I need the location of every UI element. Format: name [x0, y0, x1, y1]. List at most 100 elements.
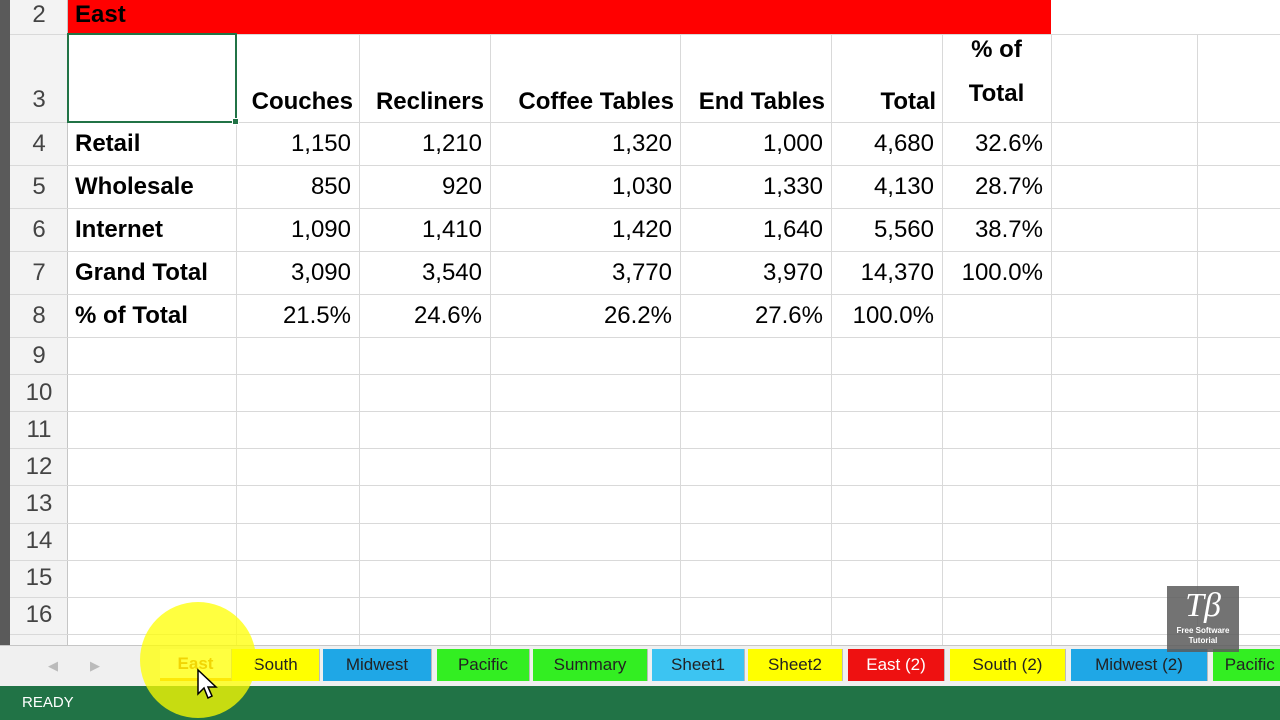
row-number: 7 [32, 258, 46, 286]
column-gridline [1197, 34, 1198, 645]
value-cell: 32.6% [974, 129, 1043, 157]
row-label-cell: % of Total [75, 301, 188, 329]
row-number: 16 [25, 601, 53, 629]
row-gridline [10, 294, 1280, 295]
value-cell: 21.5% [282, 301, 351, 329]
value-cell: 28.7% [974, 172, 1043, 200]
row-number: 14 [25, 527, 53, 554]
value-cell: 3,540 [421, 258, 482, 286]
row-number: 2 [32, 1, 46, 28]
row-gridline [10, 165, 1280, 166]
value-cell: 38.7% [974, 215, 1043, 243]
grid: 2 East 3 Couches Recliners Coffee Tables End T… [10, 0, 1280, 645]
sheet-tab[interactable]: East (2) [848, 649, 945, 681]
row-number: 10 [25, 378, 53, 406]
row-gridline [10, 208, 1280, 209]
column-header-cell: Couches [251, 88, 353, 115]
column-gridline [831, 34, 832, 645]
logo-caption: Free Software Tutorial [1176, 626, 1230, 645]
row-number: 4 [32, 129, 46, 157]
value-cell: 100.0% [961, 258, 1043, 286]
column-gridline [236, 34, 237, 645]
column-header-cell: Total [880, 88, 936, 115]
sheet-tab[interactable]: Sheet2 [748, 649, 843, 681]
row-gridline [10, 374, 1280, 376]
value-cell: 1,420 [611, 215, 672, 243]
value-cell: 26.2% [603, 301, 672, 329]
cursor-highlight [140, 602, 256, 718]
row-gridline [10, 485, 1280, 487]
row-number: 8 [32, 301, 46, 329]
column-gridline [490, 34, 491, 645]
value-cell: 3,770 [611, 258, 672, 286]
title-cell: East [75, 1, 126, 28]
selected-cell [67, 33, 237, 123]
row-gridline [10, 559, 1280, 561]
sheet-tab[interactable]: Midwest [323, 649, 432, 681]
value-cell: 850 [310, 172, 351, 200]
value-cell: 14,370 [860, 258, 934, 286]
value-cell: 1,410 [421, 215, 482, 243]
mouse-cursor [197, 668, 218, 700]
sheet-tab[interactable]: Summary [533, 649, 648, 681]
value-cell: 3,970 [762, 258, 823, 286]
sheet-tab[interactable]: Midwest (2) [1071, 649, 1208, 681]
row-gridline [10, 251, 1280, 252]
row-number: 11 [26, 415, 52, 443]
row-gridline [10, 411, 1280, 413]
column-gridline [680, 34, 681, 645]
row-label-cell: Retail [75, 129, 141, 157]
row-number: 13 [25, 489, 53, 517]
sheet-tab[interactable]: South (2) [950, 649, 1066, 681]
value-cell: 920 [441, 172, 482, 200]
row-label-cell: Grand Total [75, 258, 208, 286]
row-gridline [10, 122, 1280, 123]
fill-handle [232, 118, 239, 125]
value-cell: 1,320 [611, 129, 672, 157]
column-gridline [942, 34, 943, 645]
column-header-cell: Recliners [375, 88, 484, 115]
row-gridline [10, 337, 1280, 338]
row-label-cell: Wholesale [75, 172, 194, 200]
value-cell: 5,560 [873, 215, 934, 243]
column-header-cell: End Tables [698, 88, 825, 115]
row-gridline [10, 633, 1280, 635]
value-cell: 1,150 [290, 129, 351, 157]
value-cell: 1,330 [762, 172, 823, 200]
value-cell: 100.0% [852, 301, 934, 329]
row-gridline [10, 522, 1280, 524]
sheet-tab[interactable]: Sheet1 [652, 649, 745, 681]
row-gridline [10, 448, 1280, 450]
title-band [68, 0, 1051, 34]
value-cell: 1,210 [421, 129, 482, 157]
row-gridline [10, 596, 1280, 598]
row-number: 15 [25, 564, 53, 592]
sheet-tab[interactable]: Pacific (2) [1213, 649, 1280, 681]
row-number: 5 [32, 172, 46, 200]
row-label-cell: Internet [75, 215, 164, 243]
sheet-tab[interactable]: Pacific [437, 649, 530, 681]
row-number: 3 [32, 86, 46, 113]
value-cell: 4,130 [873, 172, 934, 200]
status-text: READY [22, 694, 74, 711]
column-header-cell: % of Total [968, 36, 1025, 107]
value-cell: 1,000 [762, 129, 823, 157]
logo-mark: Tβ [1185, 587, 1221, 624]
tab-scroll-right[interactable]: ▶ [90, 658, 100, 673]
left-edge [0, 0, 10, 645]
logo: Tβ Free Software Tutorial [1167, 586, 1239, 652]
tab-scroll-left[interactable]: ◀ [48, 658, 58, 673]
row-number: 12 [25, 452, 53, 480]
row-header-column [10, 0, 68, 645]
column-gridline [359, 34, 360, 645]
value-cell: 1,090 [290, 215, 351, 243]
value-cell: 24.6% [413, 301, 482, 329]
value-cell: 27.6% [754, 301, 823, 329]
value-cell: 1,030 [611, 172, 672, 200]
value-cell: 1,640 [762, 215, 823, 243]
value-cell: 3,090 [290, 258, 351, 286]
row-gridline [10, 34, 1280, 35]
value-cell: 4,680 [873, 129, 934, 157]
column-gridline [1051, 34, 1052, 645]
